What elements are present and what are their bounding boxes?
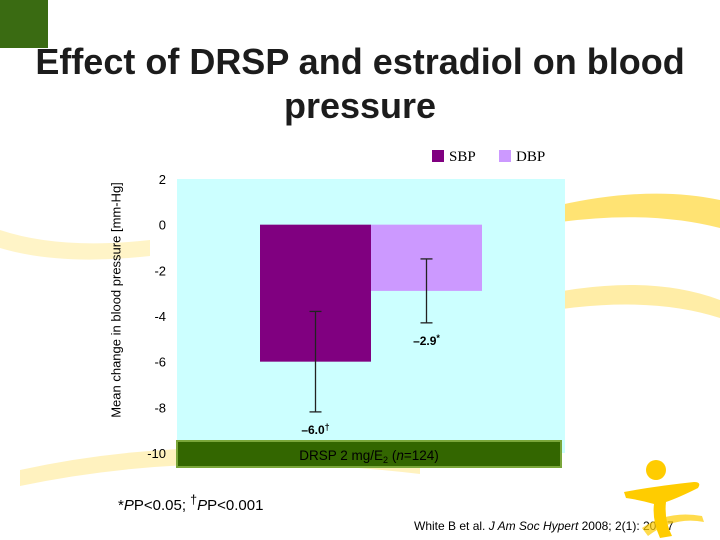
y-tick-label: 0: [159, 218, 166, 233]
corner-decoration: [0, 0, 48, 48]
y-tick-label: -2: [154, 263, 166, 278]
value-label-dbp: –2.9*: [413, 333, 440, 348]
y-tick-label: 2: [159, 172, 166, 187]
citation-authors: White B et al.: [414, 519, 489, 533]
category-label: DRSP 2 mg/E2 (n=124): [299, 448, 438, 465]
y-axis-label: Mean change in blood pressure [mm-Hg]: [108, 182, 124, 418]
footnote-significance-1: P<0.05;: [133, 497, 191, 514]
legend-label-dbp: DBP: [516, 149, 545, 165]
swoosh-right: [520, 285, 720, 318]
value-labels: –6.0† –2.9*: [301, 333, 440, 437]
footnote-significance-2: P<0.001: [207, 497, 264, 514]
y-tick-label: -4: [154, 309, 166, 324]
y-tick-label: -8: [154, 400, 166, 415]
category-band: [176, 440, 562, 468]
brand-logo: [624, 460, 704, 538]
citation: White B et al. J Am Soc Hypert 2008; 2(1…: [414, 519, 674, 533]
swoosh-top-right: [560, 193, 720, 228]
y-tick-label: -10: [147, 446, 166, 461]
value-label-sbp: –6.0†: [301, 422, 329, 437]
y-tick-label: -6: [154, 355, 166, 370]
footnote: *PP<0.05; †PP<0.001: [118, 493, 264, 514]
legend-label-sbp: SBP: [449, 149, 476, 165]
y-axis: 2 0 -2 -4 -6 -8 -10: [147, 172, 166, 461]
swoosh-left: [0, 230, 150, 260]
legend-swatch-dbp: [499, 150, 511, 162]
slide-title: Effect of DRSP and estradiol on blood pr…: [35, 41, 685, 126]
legend: SBP DBP: [432, 149, 545, 165]
legend-swatch-sbp: [432, 150, 444, 162]
error-bars: [309, 258, 433, 413]
citation-journal: J Am Soc Hypert: [488, 519, 579, 533]
